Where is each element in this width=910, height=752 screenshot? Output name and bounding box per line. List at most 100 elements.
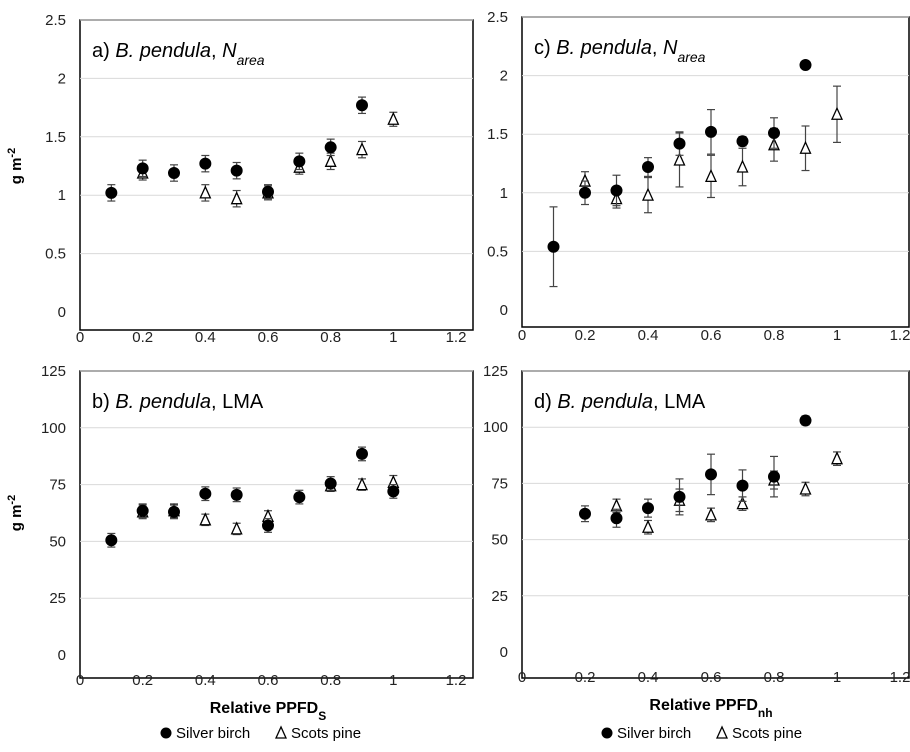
legend-marker-triangle bbox=[715, 725, 729, 739]
data-point-circle bbox=[387, 485, 400, 498]
y-tick-label: 100 bbox=[483, 419, 508, 436]
data-point-circle bbox=[642, 161, 654, 174]
data-point-triangle bbox=[736, 159, 749, 173]
x-tick-label: 0.8 bbox=[320, 672, 341, 689]
data-point-circle bbox=[293, 491, 306, 504]
panel-title: b) B. pendula, LMA bbox=[92, 391, 264, 413]
plot-frame bbox=[521, 370, 910, 679]
series-silver-birch bbox=[579, 414, 812, 528]
y-tick-label: 25 bbox=[491, 588, 508, 605]
legend-label: Scots pine bbox=[732, 725, 802, 742]
x-tick-label: 1 bbox=[833, 327, 841, 344]
data-point-circle bbox=[199, 157, 212, 170]
data-point-circle bbox=[799, 414, 812, 427]
x-tick-label: 0 bbox=[76, 672, 84, 689]
data-point-circle bbox=[610, 512, 623, 525]
data-point-triangle bbox=[673, 152, 686, 166]
legend-label: Silver birch bbox=[176, 725, 250, 742]
y-tick-label: 1 bbox=[500, 185, 508, 202]
y-tick-label: 2 bbox=[500, 68, 508, 85]
data-point-circle bbox=[768, 470, 780, 483]
y-tick-label: 125 bbox=[483, 363, 508, 380]
y-tick-label: 50 bbox=[491, 532, 508, 549]
data-point-circle bbox=[105, 534, 118, 547]
panel-a: 0 0.5 1 1.5 2 2.5 0 0.2 0.4 0.6 0.8 1 1.2 g m-2 a) B. … bbox=[6, 12, 474, 346]
data-point-circle bbox=[262, 519, 274, 532]
data-point-circle bbox=[356, 447, 368, 460]
x-tick-label: 0.4 bbox=[638, 327, 659, 344]
data-point-triangle bbox=[704, 168, 718, 183]
panel-d: 0 25 50 75 100 125 0 0.2 0.4 0.6 0.8 1 1.2 Relative P… bbox=[483, 363, 910, 720]
panel-title: a) B. pendula, Narea bbox=[92, 40, 265, 68]
data-point-triangle bbox=[230, 191, 243, 205]
data-point-circle bbox=[673, 137, 686, 150]
x-tick-label: 0 bbox=[518, 327, 526, 344]
data-point-circle bbox=[324, 477, 337, 490]
x-tick-label: 0.6 bbox=[701, 327, 722, 344]
x-tick-label: 1.2 bbox=[446, 672, 467, 689]
data-point-triangle bbox=[355, 477, 369, 491]
panel-title: c) B. pendula, Narea bbox=[534, 37, 706, 65]
legend: Silver birch Scots pine bbox=[160, 725, 361, 742]
data-point-triangle bbox=[830, 451, 844, 465]
series-silver-birch bbox=[105, 96, 368, 202]
data-point-triangle bbox=[799, 140, 812, 154]
data-point-circle bbox=[324, 141, 337, 154]
data-point-circle bbox=[262, 185, 274, 198]
legend-marker-circle bbox=[601, 727, 613, 739]
y-tick-label: 0.5 bbox=[45, 246, 66, 263]
x-tick-label: 1 bbox=[833, 669, 841, 686]
legend-label: Silver birch bbox=[617, 725, 691, 742]
x-tick-label: 0.2 bbox=[575, 669, 596, 686]
data-point-circle bbox=[705, 468, 717, 481]
panel-c: 0 0.5 1 1.5 2 2.5 0 0.2 0.4 0.6 0.8 1 1.2 c) B. pendu… bbox=[487, 9, 910, 344]
x-axis-label: Relative PPFDS bbox=[210, 700, 327, 723]
y-tick-label: 75 bbox=[49, 477, 66, 494]
x-tick-label: 0.4 bbox=[638, 669, 659, 686]
data-point-triangle bbox=[736, 496, 749, 510]
x-tick-label: 0 bbox=[76, 329, 84, 346]
data-point-triangle bbox=[799, 481, 812, 495]
data-point-triangle bbox=[199, 512, 212, 526]
x-tick-label: 0.2 bbox=[575, 327, 596, 344]
data-point-circle bbox=[168, 505, 180, 518]
x-tick-label: 0.2 bbox=[132, 329, 153, 346]
data-point-triangle bbox=[324, 153, 337, 167]
x-tick-label: 1.2 bbox=[446, 329, 467, 346]
data-point-circle bbox=[105, 186, 118, 199]
x-tick-label: 0.4 bbox=[195, 672, 216, 689]
y-tick-label: 100 bbox=[41, 420, 66, 437]
series-scots-pine bbox=[610, 451, 844, 535]
x-tick-label: 0.8 bbox=[764, 669, 785, 686]
y-tick-label: 2.5 bbox=[487, 9, 508, 26]
data-point-circle bbox=[642, 502, 654, 515]
data-point-circle bbox=[136, 162, 149, 175]
y-tick-label: 1 bbox=[58, 187, 66, 204]
x-tick-label: 0.6 bbox=[258, 672, 279, 689]
y-tick-label: 75 bbox=[491, 475, 508, 492]
y-axis-label: g m-2 bbox=[6, 495, 25, 531]
y-tick-label: 50 bbox=[49, 533, 66, 550]
plot-frame bbox=[79, 370, 474, 679]
data-point-circle bbox=[356, 99, 368, 112]
y-tick-label: 1.5 bbox=[45, 129, 66, 146]
y-tick-label: 0 bbox=[58, 647, 66, 664]
y-tick-label: 0 bbox=[58, 304, 66, 321]
series-silver-birch bbox=[547, 59, 812, 288]
data-point-circle bbox=[736, 479, 749, 492]
y-tick-label: 1.5 bbox=[487, 126, 508, 143]
y-tick-label: 125 bbox=[41, 363, 66, 380]
data-point-circle bbox=[610, 184, 623, 197]
panel-b: 0 25 50 75 100 125 0 0.2 0.4 0.6 0.8 1 1.2 g m-2 Relat… bbox=[6, 363, 474, 723]
x-tick-label: 0.6 bbox=[701, 669, 722, 686]
x-tick-label: 0.8 bbox=[320, 329, 341, 346]
x-tick-label: 0.2 bbox=[132, 672, 153, 689]
x-tick-label: 0 bbox=[518, 669, 526, 686]
y-tick-label: 0 bbox=[500, 644, 508, 661]
data-point-circle bbox=[579, 186, 591, 199]
data-point-triangle bbox=[387, 111, 400, 125]
x-tick-label: 1 bbox=[389, 329, 397, 346]
legend-label: Scots pine bbox=[291, 725, 361, 742]
data-point-triangle bbox=[230, 521, 243, 535]
legend-marker-circle bbox=[160, 727, 172, 739]
